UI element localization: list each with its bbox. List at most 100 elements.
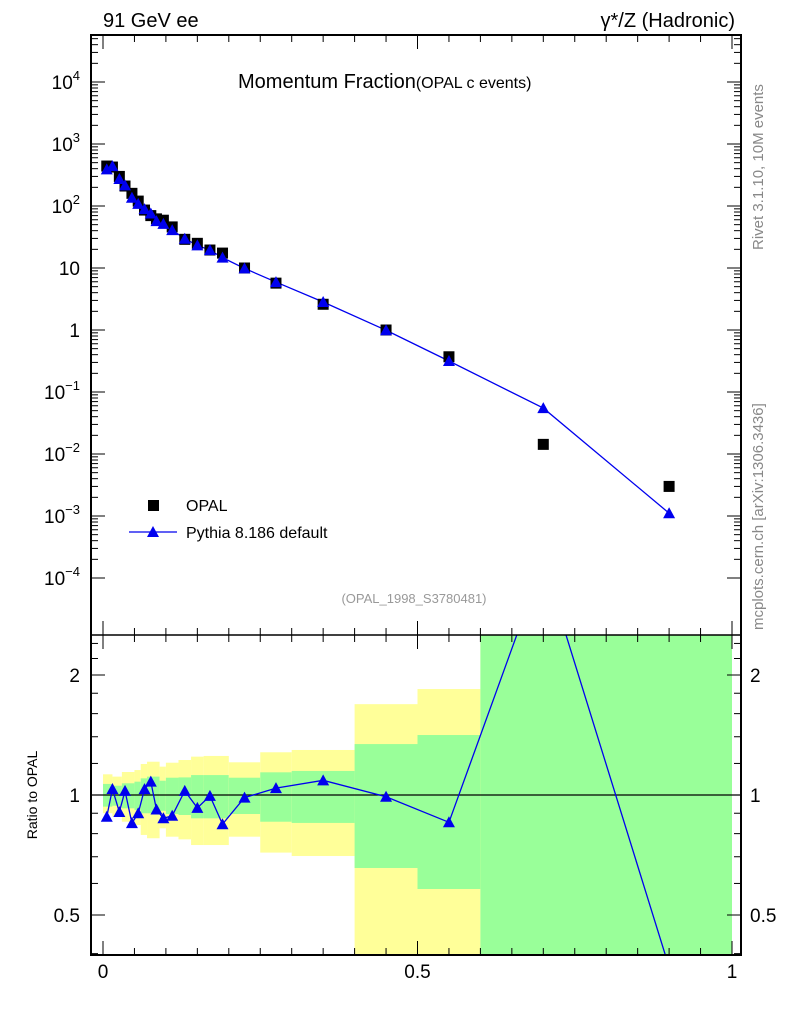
- stat-uncertainty-band: [134, 781, 141, 811]
- legend-label-opal: OPAL: [186, 498, 228, 515]
- stat-uncertainty-band: [191, 775, 204, 819]
- ratio-point: [119, 784, 132, 796]
- pythia-point: [663, 507, 676, 519]
- y-tick-label: 10: [59, 259, 80, 280]
- stat-uncertainty-band: [417, 735, 481, 890]
- ratio-point: [238, 791, 251, 803]
- x-tick-label: 1: [727, 962, 738, 983]
- legend: OPAL Pythia 8.186 default: [129, 498, 328, 542]
- ratio-series: [91, 635, 741, 955]
- ratio-point: [144, 775, 157, 787]
- stat-uncertainty-band: [112, 785, 122, 806]
- y-tick-label-exponent: −1: [65, 378, 80, 393]
- ratio-point: [317, 774, 330, 786]
- stat-uncertainty-band: [260, 772, 292, 822]
- pythia-point: [100, 163, 113, 175]
- pythia-point: [537, 402, 550, 414]
- ratio-y-tick-label: 0.5: [54, 906, 80, 927]
- ratio-point: [100, 810, 113, 822]
- pythia-point: [144, 207, 157, 219]
- rivet-version-label: Rivet 3.1.10, 10M events: [750, 84, 767, 250]
- pythia-point: [269, 276, 282, 288]
- pythia-point: [150, 215, 163, 227]
- pythia-point: [178, 232, 191, 244]
- ratio-y-tick-label: 1: [69, 786, 80, 807]
- ratio-point: [106, 782, 119, 794]
- stat-uncertainty-band: [165, 777, 179, 815]
- y-tick-label: 104: [52, 68, 80, 94]
- main-series: [100, 160, 676, 519]
- y-tick-label-base: 10: [44, 507, 65, 528]
- ratio-point: [125, 817, 138, 829]
- ratio-point: [269, 782, 282, 794]
- pythia-point: [138, 203, 151, 215]
- y-tick-label: 102: [52, 192, 80, 218]
- pythia-point: [203, 244, 216, 256]
- ratio-line: [106, 635, 667, 955]
- stat-uncertainty-band: [178, 777, 192, 815]
- stat-uncertainty-band: [159, 780, 166, 811]
- y-tick-label: 10−4: [44, 564, 80, 590]
- header-right: γ*/Z (Hadronic): [601, 10, 735, 32]
- y-tick-label: 1: [69, 321, 80, 342]
- ratio-point: [113, 805, 126, 817]
- ratio-y-tick-label-right: 1: [750, 786, 761, 807]
- y-tick-label-exponent: −4: [65, 564, 80, 579]
- ratio-point: [138, 783, 151, 795]
- y-tick-label-exponent: 3: [73, 130, 80, 145]
- y-tick-label-exponent: 4: [73, 68, 80, 83]
- opal-data-point: [537, 438, 549, 450]
- pythia-point: [238, 262, 251, 274]
- ratio-point: [380, 790, 393, 802]
- x-tick-label: 0.5: [404, 962, 430, 983]
- y-tick-label-base: 10: [52, 197, 73, 218]
- ratio-point: [178, 784, 191, 796]
- y-tick-label: 10−1: [44, 378, 80, 404]
- ratio-point: [166, 809, 179, 821]
- y-tick-label: 10−2: [44, 440, 80, 466]
- pythia-point: [380, 324, 393, 336]
- pythia-point: [132, 197, 145, 209]
- pythia-point: [106, 160, 119, 172]
- y-tick-label-base: 10: [44, 445, 65, 466]
- stat-uncertainty-band: [140, 778, 148, 814]
- title-main: Momentum Fraction: [238, 71, 416, 93]
- y-tick-label-base: 1: [69, 321, 80, 342]
- y-tick-label-exponent: −2: [65, 440, 80, 455]
- ratio-point: [442, 816, 455, 828]
- y-tick-label-exponent: 2: [73, 192, 80, 207]
- legend-marker-pythia: [147, 526, 159, 537]
- pythia-point: [125, 191, 138, 203]
- pythia-point: [166, 224, 179, 236]
- ratio-y-tick-label: 2: [69, 666, 80, 687]
- y-tick-label-base: 10: [44, 383, 65, 404]
- pythia-point: [157, 217, 170, 229]
- ratio-y-tick-label-right: 2: [750, 666, 761, 687]
- opal-data-point: [663, 480, 675, 492]
- pythia-point: [119, 179, 132, 191]
- y-tick-label: 10−3: [44, 502, 80, 528]
- ratio-ylabel: Ratio to OPAL: [24, 751, 40, 840]
- ratio-point: [150, 803, 163, 815]
- pythia-point: [113, 173, 126, 185]
- plot-frame: [90, 34, 742, 956]
- pythia-line: [106, 165, 670, 514]
- ratio-point: [132, 807, 145, 819]
- y-tick-label-exponent: −3: [65, 502, 80, 517]
- ratio-point: [191, 801, 204, 813]
- mcplots-label: mcplots.cern.ch [arXiv:1306.3436]: [750, 403, 767, 630]
- ratio-point: [203, 789, 216, 801]
- y-tick-label: 103: [52, 130, 80, 156]
- pythia-point: [317, 295, 330, 307]
- legend-marker-opal: [148, 500, 159, 511]
- legend-label-pythia: Pythia 8.186 default: [186, 525, 328, 542]
- y-tick-label-base: 10: [59, 259, 80, 280]
- x-tick-label: 0: [98, 962, 109, 983]
- ratio-y-tick-label-right: 0.5: [750, 906, 776, 927]
- y-tick-label-base: 10: [52, 135, 73, 156]
- y-tick-label-base: 10: [52, 73, 73, 94]
- y-tick-label-base: 10: [44, 569, 65, 590]
- header-left: 91 GeV ee: [103, 10, 199, 32]
